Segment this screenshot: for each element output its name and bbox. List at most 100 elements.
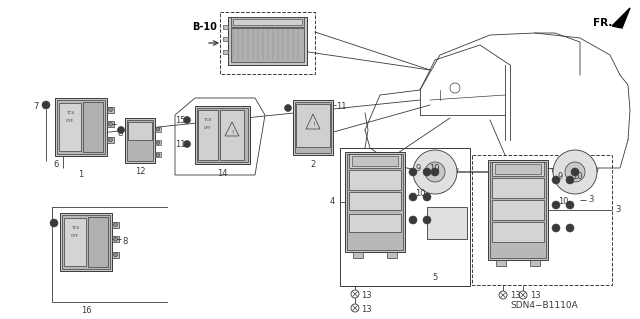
Circle shape — [409, 193, 417, 201]
Bar — [223, 25, 228, 29]
Text: 10: 10 — [572, 172, 582, 181]
Text: 8: 8 — [122, 237, 127, 246]
Bar — [353, 252, 363, 258]
Bar — [107, 121, 114, 127]
Bar — [295, 102, 331, 153]
Bar — [231, 28, 304, 62]
Bar — [107, 137, 114, 143]
Bar — [492, 200, 544, 220]
Bar — [492, 162, 544, 176]
Text: B-10: B-10 — [192, 22, 217, 32]
Polygon shape — [612, 8, 630, 28]
Circle shape — [285, 105, 291, 112]
Bar — [488, 160, 548, 260]
Bar — [125, 118, 155, 163]
Circle shape — [431, 168, 439, 176]
Bar — [233, 19, 302, 25]
Bar — [127, 120, 153, 161]
Text: 13: 13 — [361, 305, 372, 314]
Bar — [228, 17, 307, 65]
Bar — [112, 236, 119, 242]
Circle shape — [42, 101, 50, 109]
Circle shape — [156, 153, 160, 157]
Bar — [155, 127, 161, 132]
Circle shape — [156, 128, 160, 131]
Bar — [492, 222, 544, 242]
Circle shape — [351, 304, 359, 312]
Text: OFF: OFF — [204, 126, 212, 130]
Bar — [55, 98, 107, 156]
Bar — [155, 140, 161, 145]
Bar — [62, 215, 110, 269]
Bar — [220, 110, 244, 160]
Bar — [195, 106, 250, 164]
Circle shape — [566, 176, 574, 184]
Bar — [345, 152, 405, 252]
Bar — [155, 152, 161, 157]
Circle shape — [553, 150, 597, 194]
Circle shape — [425, 162, 445, 182]
Bar — [490, 162, 546, 258]
Bar — [387, 252, 397, 258]
Circle shape — [109, 108, 113, 112]
Text: 13: 13 — [530, 292, 541, 300]
Bar — [340, 148, 470, 286]
Bar — [296, 104, 330, 147]
Bar — [60, 213, 112, 271]
Text: !: ! — [312, 122, 314, 127]
Circle shape — [552, 176, 560, 184]
Text: 14: 14 — [217, 169, 227, 178]
Bar — [231, 17, 304, 27]
Bar — [198, 110, 218, 160]
Circle shape — [413, 150, 457, 194]
Bar — [349, 192, 401, 210]
Circle shape — [113, 223, 118, 226]
Text: 15: 15 — [175, 116, 186, 125]
Circle shape — [423, 193, 431, 201]
Circle shape — [565, 162, 585, 182]
Text: 3: 3 — [588, 196, 593, 204]
Bar — [128, 122, 152, 140]
Text: TCS: TCS — [204, 118, 212, 122]
Text: 5: 5 — [432, 273, 437, 282]
Bar — [107, 107, 114, 113]
Text: 10: 10 — [415, 189, 426, 198]
Text: 16: 16 — [81, 306, 92, 315]
Circle shape — [113, 237, 118, 241]
Bar — [64, 218, 86, 266]
Circle shape — [351, 290, 359, 298]
Circle shape — [50, 219, 58, 227]
Text: 10: 10 — [429, 164, 440, 173]
Circle shape — [499, 291, 507, 299]
Text: 12: 12 — [135, 167, 145, 176]
Bar — [472, 155, 612, 285]
Text: 8: 8 — [117, 129, 122, 138]
Bar — [112, 222, 119, 227]
Bar — [495, 164, 541, 174]
Bar — [352, 156, 398, 166]
Text: 13: 13 — [361, 291, 372, 300]
Circle shape — [409, 168, 417, 176]
Bar — [492, 178, 544, 198]
Text: 2: 2 — [310, 160, 316, 169]
Circle shape — [423, 216, 431, 224]
Circle shape — [566, 201, 574, 209]
Circle shape — [156, 141, 160, 145]
Circle shape — [109, 122, 113, 126]
Text: 13: 13 — [510, 292, 520, 300]
Text: 11: 11 — [336, 102, 346, 111]
Circle shape — [552, 224, 560, 232]
Circle shape — [566, 224, 574, 232]
Text: 4: 4 — [330, 197, 335, 206]
Circle shape — [113, 253, 118, 257]
Circle shape — [184, 140, 191, 147]
Bar — [349, 214, 401, 232]
Text: 9: 9 — [558, 172, 563, 181]
Text: TCS: TCS — [71, 226, 79, 230]
Text: 9: 9 — [415, 164, 420, 173]
Bar — [349, 170, 401, 190]
Circle shape — [571, 168, 579, 176]
Circle shape — [409, 216, 417, 224]
Bar — [349, 154, 401, 168]
Bar — [88, 217, 108, 267]
